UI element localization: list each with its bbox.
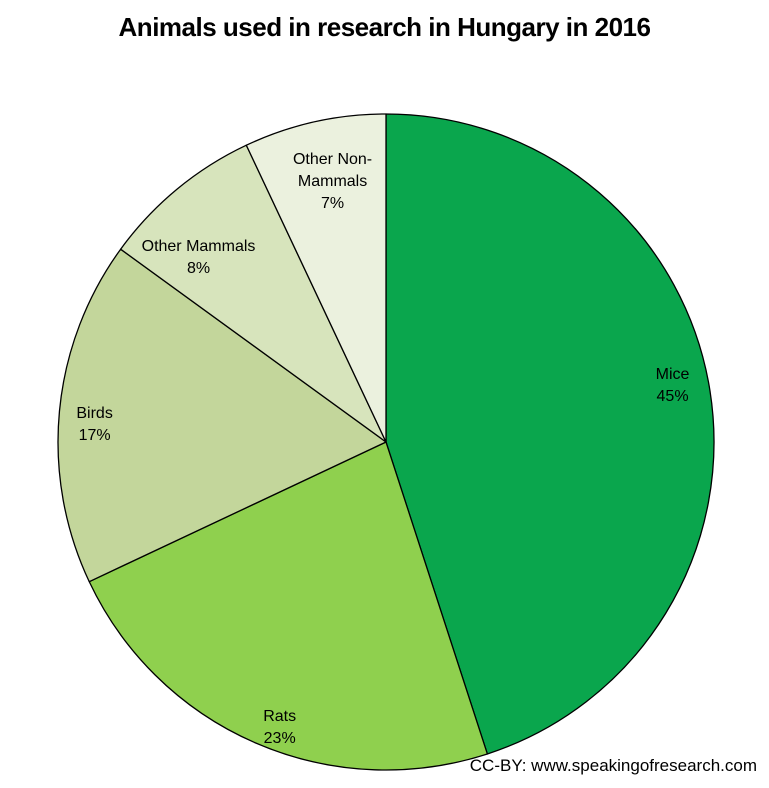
- pie-slice-birds: [57, 248, 387, 583]
- pie-slice-mice: [385, 113, 715, 755]
- pie-slice-rats: [88, 441, 489, 771]
- chart-title: Animals used in research in Hungary in 2…: [118, 12, 651, 42]
- pie-slice-other-mammals: [119, 144, 387, 443]
- pie-slice-other-non-mammals: [245, 113, 387, 443]
- credit-text: CC-BY: www.speakingofresearch.com: [469, 756, 757, 775]
